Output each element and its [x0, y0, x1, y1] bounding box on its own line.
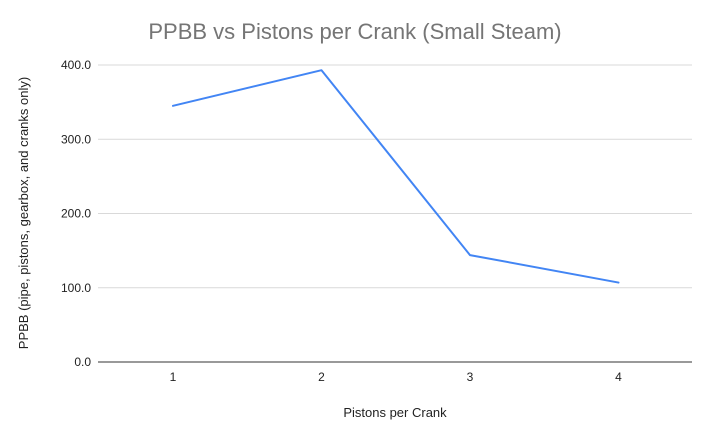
y-axis-ticks: 0.0 100.0 200.0 300.0 400.0	[61, 58, 91, 369]
y-tick-label: 0.0	[74, 355, 91, 369]
chart-title: PPBB vs Pistons per Crank (Small Steam)	[148, 19, 561, 44]
y-tick-label: 200.0	[61, 207, 91, 221]
gridlines	[98, 64, 692, 289]
y-tick-label: 300.0	[61, 132, 91, 146]
x-axis-label: Pistons per Crank	[343, 405, 447, 420]
x-tick-label: 3	[467, 370, 474, 384]
y-tick-label: 400.0	[61, 58, 91, 72]
x-tick-label: 4	[615, 370, 622, 384]
x-axis-ticks: 1 2 3 4	[170, 370, 623, 384]
series-group	[172, 69, 620, 284]
x-tick-label: 2	[318, 370, 325, 384]
y-tick-label: 100.0	[61, 281, 91, 295]
series-line	[172, 69, 620, 284]
y-axis-label: PPBB (pipe, pistons, gearbox, and cranks…	[16, 77, 31, 349]
x-tick-label: 1	[170, 370, 177, 384]
